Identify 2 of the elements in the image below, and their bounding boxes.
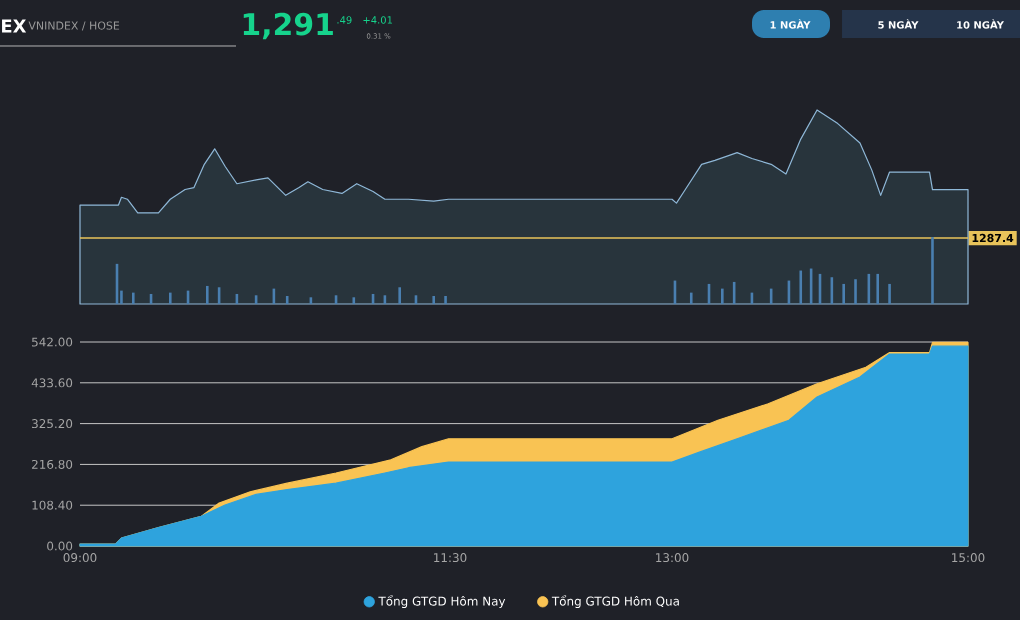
text: 1,291 [243,12,333,40]
text: EX [2,19,27,33]
